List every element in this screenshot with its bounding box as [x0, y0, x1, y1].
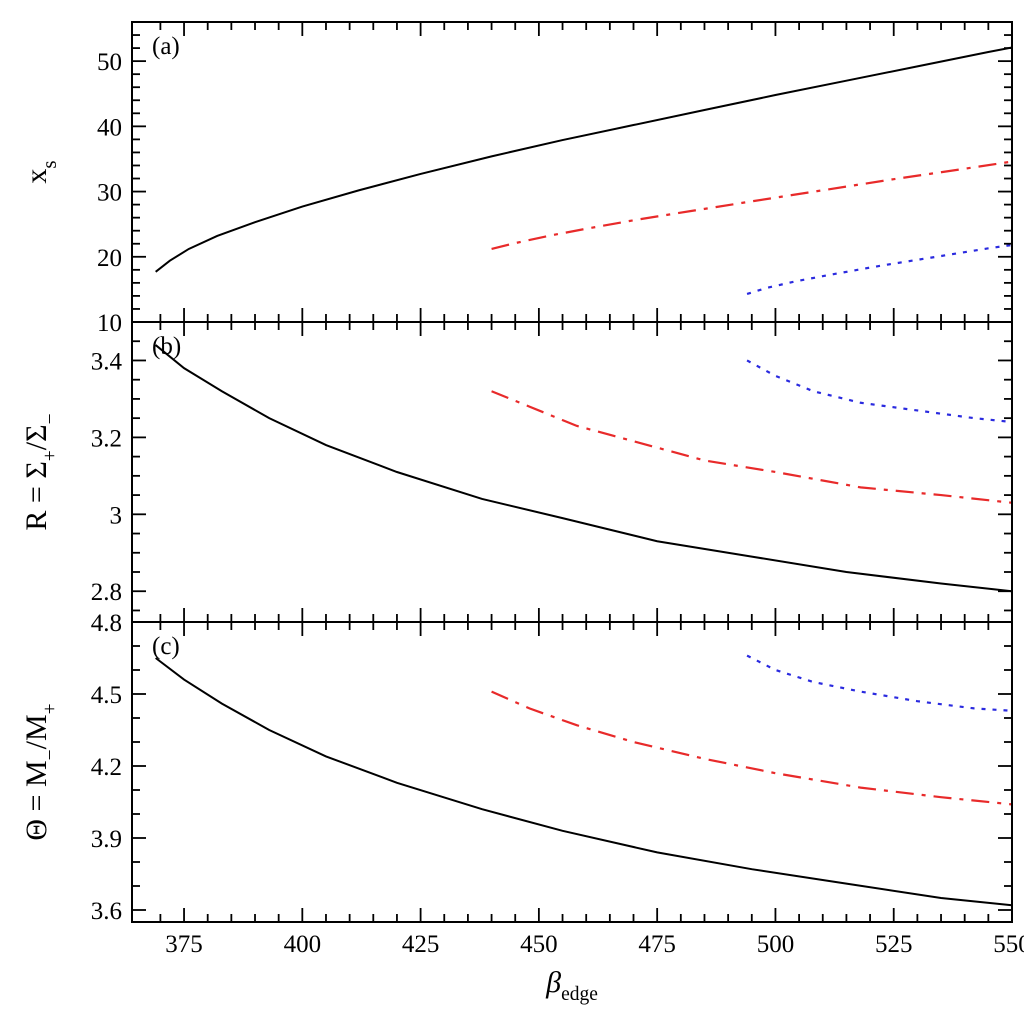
y-tick-label: 40	[97, 114, 122, 141]
y-tick-label: 3.6	[91, 898, 122, 925]
series-group-c	[156, 656, 1012, 906]
y-tick-label: 3	[110, 502, 123, 529]
x-axis-label: βedge	[545, 966, 598, 1005]
y-tick-label: 10	[97, 310, 122, 337]
y-tick-label: 3.4	[91, 348, 123, 375]
y-tick-label: 3.2	[91, 425, 122, 452]
series-solid-black	[156, 345, 1012, 591]
x-tick-label: 450	[520, 931, 558, 958]
y-tick-label: 2.8	[91, 579, 122, 606]
y-axis-label-c: Θ = M−/M+	[20, 703, 61, 840]
figure-svg: 10 20 30 40 50 (a) 2.8 3 3.2 3.4 (b) 3.6 3.9 4.2 4.5 4.…	[0, 0, 1024, 1022]
series-dotted-blue	[747, 656, 1012, 711]
y-tick-label: 4.2	[91, 754, 122, 781]
series-dotted-blue	[747, 245, 1012, 294]
series-group-b	[156, 345, 1012, 591]
svg-text:R = Σ+/Σ−: R = Σ+/Σ−	[20, 413, 61, 530]
y-axis-label-b: R = Σ+/Σ−	[20, 413, 61, 530]
x-tick-label: 475	[638, 931, 676, 958]
y-tick-label: 30	[97, 180, 122, 207]
panel-frame-a	[132, 22, 1012, 322]
x-tick-label: 500	[757, 931, 795, 958]
svg-text:Θ = M−/M+: Θ = M−/M+	[20, 703, 61, 840]
series-group-a	[156, 47, 1012, 294]
y-tick-label: 4.8	[91, 610, 122, 637]
x-tick-label: 400	[284, 931, 322, 958]
y-tick-label: 50	[97, 49, 122, 76]
svg-text:xs: xs	[20, 160, 61, 183]
x-tick-label: 375	[165, 931, 203, 958]
panel-frame-c	[132, 622, 1012, 922]
x-tick-label: 425	[402, 931, 440, 958]
y-tick-label: 20	[97, 245, 122, 272]
series-dotted-blue	[747, 360, 1012, 422]
y-axis-label-a: xs	[20, 160, 61, 183]
panel-label-a: (a)	[152, 33, 180, 60]
series-dashdot-red	[492, 391, 1012, 503]
y-tick-label: 3.9	[91, 826, 122, 853]
series-solid-black	[156, 47, 1012, 271]
x-tick-label: 525	[875, 931, 913, 958]
figure-container: { "figure": { "width": 1024, "height": 1…	[0, 0, 1024, 1022]
x-tick-label: 550	[993, 931, 1024, 958]
panel-label-b: (b)	[152, 333, 181, 360]
series-dashdot-red	[492, 162, 1012, 249]
panel-label-c: (c)	[152, 633, 180, 660]
y-tick-label: 4.5	[91, 682, 122, 709]
svg-text:βedge: βedge	[545, 966, 598, 1005]
series-dashdot-red	[492, 692, 1012, 805]
